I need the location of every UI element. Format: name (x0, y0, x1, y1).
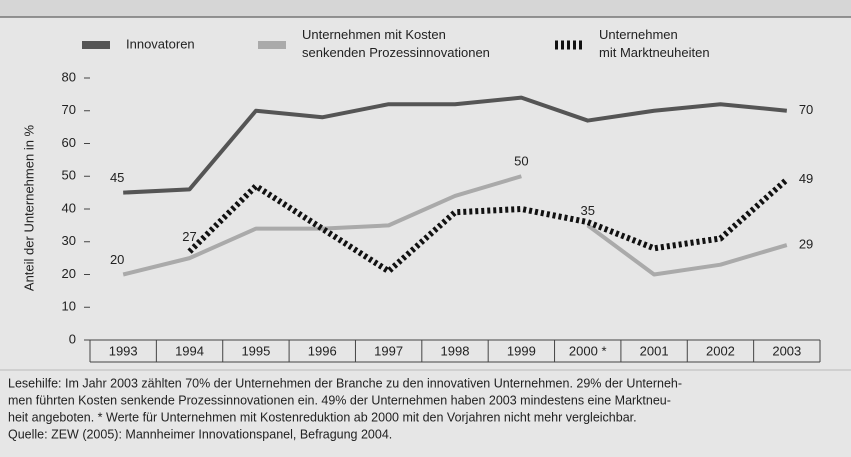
x-tick-label: 1996 (308, 343, 337, 358)
y-tick-label: 80 (62, 69, 76, 84)
legend-line: senkenden Prozessinnovationen (302, 45, 490, 60)
note: men führten Kosten senkende Prozessinnov… (8, 393, 671, 407)
legend-label: Unternehmen mit Marktneuheiten (599, 27, 710, 60)
x-tick-label: 2001 (640, 343, 669, 358)
x-tick-label: 1993 (109, 343, 138, 358)
data-label: 49 (799, 171, 813, 186)
y-tick-label: 20 (62, 266, 76, 281)
data-label: 20 (110, 252, 124, 267)
x-tick-label: 1999 (507, 343, 536, 358)
y-tick-label: 50 (62, 168, 76, 183)
data-label: 70 (799, 102, 813, 117)
data-label: 35 (580, 203, 594, 218)
data-label: 27 (182, 229, 196, 244)
y-axis-label: Anteil der Unternehmen in % (21, 124, 36, 291)
legend-label: Unternehmen mit Kosten senkenden Prozessi… (302, 27, 490, 60)
x-tick-label: 2002 (706, 343, 735, 358)
y-tick-label: 10 (62, 299, 76, 314)
x-tick-label: 1994 (175, 343, 204, 358)
note: Quelle: ZEW (2005): Mannheimer Innovatio… (8, 427, 392, 441)
title-strip (0, 0, 851, 17)
y-tick-label: 60 (62, 135, 76, 150)
legend-line: mit Marktneuheiten (599, 45, 710, 60)
x-tick-label: 1998 (441, 343, 470, 358)
x-tick-label: 2000 * (569, 343, 607, 358)
x-tick-label: 1997 (374, 343, 403, 358)
y-tick-label: 0 (69, 331, 76, 346)
data-label: 50 (514, 154, 528, 169)
y-tick-label: 70 (62, 102, 76, 117)
data-label: 45 (110, 170, 124, 185)
note: Lesehilfe: Im Jahr 2003 zählten 70% der … (8, 376, 682, 390)
series-line (586, 223, 788, 277)
legend-line: Unternehmen mit Kosten (302, 27, 446, 42)
note: heit angeboten. * Werte für Unternehmen … (8, 410, 637, 424)
series-line (187, 177, 789, 275)
legend-label: Innovatoren (126, 36, 195, 51)
y-tick-label: 30 (62, 233, 76, 248)
legend-line: Unternehmen (599, 27, 678, 42)
data-label: 29 (799, 236, 813, 251)
y-tick-label: 40 (62, 200, 76, 215)
x-tick-label: 2003 (772, 343, 801, 358)
series-line (123, 95, 788, 195)
x-tick-label: 1995 (241, 343, 270, 358)
series-line (122, 174, 522, 277)
